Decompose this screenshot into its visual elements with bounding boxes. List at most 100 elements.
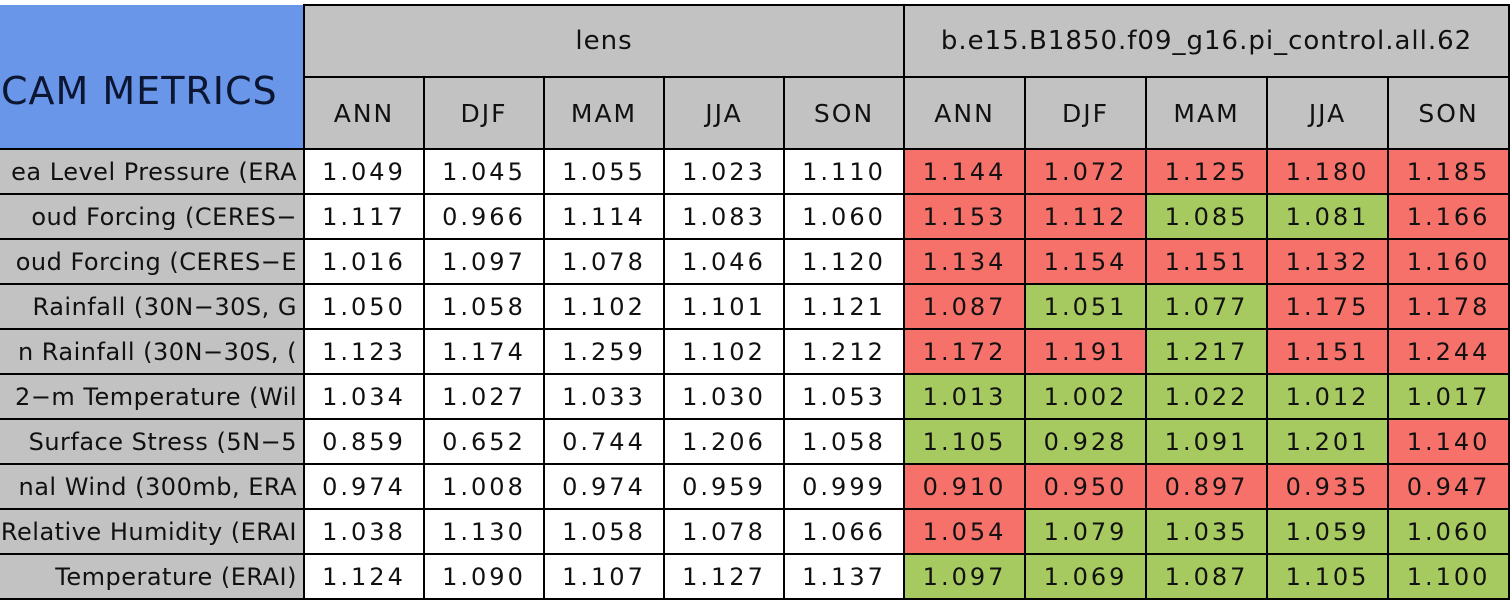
metric-label: Relative Humidity (ERAI [0,517,297,546]
column-group-control-run: b.e15.B1850.f09_g16.pi_control.all.62 [903,4,1510,78]
control-value-cell: 1.087 [903,283,1027,330]
metric-row: n Rainfall (30N−30S, ( 1.123 1.174 1.259… [0,328,1510,375]
metric-label: nal Wind (300mb, ERA [18,472,297,501]
lens-value-cell: 1.058 [782,418,906,465]
lens-value-cell: 0.999 [782,463,906,510]
control-value-cell: 1.069 [1024,553,1148,600]
season-header-ctrl-jja: JJA [1266,76,1390,150]
lens-value-cell: 1.045 [423,148,545,195]
lens-value-cell: 1.049 [303,148,425,195]
lens-value-cell: 1.123 [303,328,425,375]
lens-value-cell: 1.212 [782,328,906,375]
control-value-cell: 1.125 [1145,148,1269,195]
metric-label-cell: Rainfall (30N−30S, G [0,283,305,330]
lens-value-cell: 0.959 [663,463,785,510]
control-value-cell: 1.178 [1387,283,1510,330]
metric-label: n Rainfall (30N−30S, ( [17,337,297,366]
lens-value-cell: 1.137 [782,553,906,600]
control-value-cell: 1.017 [1387,373,1510,420]
metric-label-cell: oud Forcing (CERES− [0,193,305,240]
season-header-lens-djf: DJF [423,76,545,150]
table-title: CAM METRICS [1,68,278,113]
control-value-cell: 1.035 [1145,508,1269,555]
lens-value-cell: 1.259 [543,328,665,375]
lens-value-cell: 1.034 [303,373,425,420]
metric-label: 2−m Temperature (Wil [15,382,297,411]
lens-value-cell: 0.974 [303,463,425,510]
lens-value-cell: 0.974 [543,463,665,510]
lens-value-cell: 1.102 [663,328,785,375]
season-header-ctrl-djf: DJF [1024,76,1148,150]
control-value-cell: 1.022 [1145,373,1269,420]
control-value-cell: 1.060 [1387,508,1510,555]
control-value-cell: 1.244 [1387,328,1510,375]
season-header-ctrl-son: SON [1387,76,1510,150]
metric-row: Temperature (ERAI) 1.124 1.090 1.107 1.1… [0,553,1510,600]
control-value-cell: 1.077 [1145,283,1269,330]
season-header-ctrl-ann: ANN [903,76,1027,150]
metric-row: oud Forcing (CERES− 1.117 0.966 1.114 1.… [0,193,1510,240]
metric-label-cell: n Rainfall (30N−30S, ( [0,328,305,375]
lens-value-cell: 1.078 [663,508,785,555]
metric-row: nal Wind (300mb, ERA 0.974 1.008 0.974 0… [0,463,1510,510]
lens-value-cell: 1.102 [543,283,665,330]
season-header-lens-son: SON [782,76,906,150]
header-row-seasons: ANN DJF MAM JJA SON ANN DJF MAM JJA SON [0,76,1510,150]
lens-value-cell: 1.117 [303,193,425,240]
lens-value-cell: 1.101 [663,283,785,330]
lens-value-cell: 1.110 [782,148,906,195]
control-value-cell: 0.947 [1387,463,1510,510]
lens-value-cell: 1.107 [543,553,665,600]
lens-value-cell: 1.033 [543,373,665,420]
control-value-cell: 1.097 [903,553,1027,600]
control-value-cell: 1.175 [1266,283,1390,330]
lens-value-cell: 1.016 [303,238,425,285]
season-header-lens-mam: MAM [543,76,665,150]
metric-row: Rainfall (30N−30S, G 1.050 1.058 1.102 1… [0,283,1510,330]
lens-value-cell: 1.124 [303,553,425,600]
metric-row: Surface Stress (5N−5 0.859 0.652 0.744 1… [0,418,1510,465]
metric-label-cell: Temperature (ERAI) [0,553,305,600]
lens-value-cell: 1.083 [663,193,785,240]
control-value-cell: 1.072 [1024,148,1148,195]
lens-value-cell: 1.206 [663,418,785,465]
control-value-cell: 1.085 [1145,193,1269,240]
control-value-cell: 1.172 [903,328,1027,375]
lens-value-cell: 1.078 [543,238,665,285]
lens-value-cell: 0.652 [423,418,545,465]
header-row-groups: CAM METRICS lens b.e15.B1850.f09_g16.pi_… [0,4,1510,150]
control-value-cell: 1.079 [1024,508,1148,555]
control-value-cell: 1.217 [1145,328,1269,375]
control-value-cell: 1.151 [1266,328,1390,375]
control-value-cell: 0.910 [903,463,1027,510]
control-value-cell: 1.132 [1266,238,1390,285]
season-header-lens-jja: JJA [663,76,785,150]
control-value-cell: 1.151 [1145,238,1269,285]
control-value-cell: 0.935 [1266,463,1390,510]
control-value-cell: 1.013 [903,373,1027,420]
metric-label-cell: nal Wind (300mb, ERA [0,463,305,510]
table-title-cell: CAM METRICS [0,5,305,150]
metric-label: oud Forcing (CERES− [31,202,297,231]
season-header-ctrl-mam: MAM [1145,76,1269,150]
control-value-cell: 1.153 [903,193,1027,240]
lens-value-cell: 1.050 [303,283,425,330]
control-value-cell: 1.054 [903,508,1027,555]
lens-value-cell: 1.060 [782,193,906,240]
lens-value-cell: 1.053 [782,373,906,420]
metric-label: oud Forcing (CERES−E [15,247,297,276]
control-value-cell: 1.166 [1387,193,1510,240]
lens-value-cell: 1.120 [782,238,906,285]
lens-value-cell: 0.966 [423,193,545,240]
metric-row: 2−m Temperature (Wil 1.034 1.027 1.033 1… [0,373,1510,420]
metric-label: ea Level Pressure (ERA [11,157,297,186]
control-value-cell: 1.059 [1266,508,1390,555]
metric-label: Rainfall (30N−30S, G [32,292,297,321]
lens-value-cell: 1.174 [423,328,545,375]
control-value-cell: 1.180 [1266,148,1390,195]
lens-value-cell: 1.130 [423,508,545,555]
control-value-cell: 1.105 [903,418,1027,465]
lens-value-cell: 0.744 [543,418,665,465]
control-value-cell: 1.191 [1024,328,1148,375]
